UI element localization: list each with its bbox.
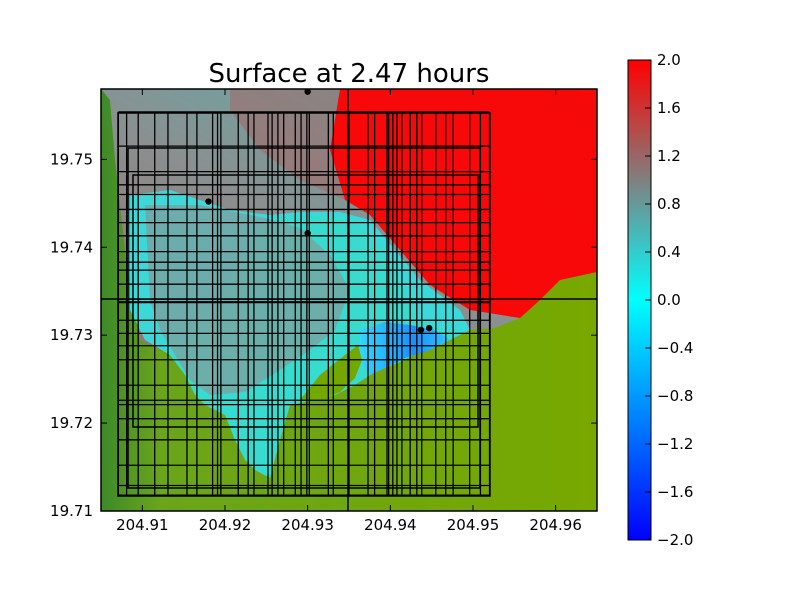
colorbar-tick-label-2: −1.2 [657,435,693,453]
chart-title: Surface at 2.47 hours [209,59,490,89]
colorbar-tick-label-9: 1.6 [657,99,681,117]
colorbar-tick-label-6: 0.4 [657,243,681,261]
plot-frame [100,88,598,512]
gauge-point-4 [417,326,425,334]
gauge-point-5 [425,324,433,332]
gauge-point-2 [205,198,212,205]
trough-region [360,322,450,375]
colorbar-tick-label-1: −1.6 [657,483,693,501]
inner-land-spit [300,345,362,400]
x-tick-label-1: 204.92 [199,516,252,534]
y-tick-label-2: 19.73 [50,326,93,344]
y-tick-label-4: 19.75 [50,150,93,168]
gauge-markers [205,88,433,334]
colorbar-tick-label-4: −0.4 [657,339,693,357]
y-axis: 19.71 19.72 19.73 19.74 19.75 [50,150,597,520]
y-tick-label-1: 19.72 [50,414,93,432]
x-axis: 204.91 204.92 204.93 204.94 204.95 204.96 [116,89,582,534]
colorbar-tick-label-8: 1.2 [657,147,681,165]
colorbar-tick-label-10: 2.0 [657,51,681,69]
patch-level-3-box [127,147,481,489]
x-tick-label-0: 204.91 [116,516,169,534]
colorbar-tick-label-5: 0.0 [657,291,681,309]
colorbar-axis: −2.0 −1.6 −1.2 −0.8 −0.4 0.0 0.4 0.8 1.2 1.6 2.0 [645,51,693,549]
x-tick-label-2: 204.93 [281,516,334,534]
colorbar-tick-label-3: −0.8 [657,387,693,405]
x-tick-label-5: 204.96 [529,516,582,534]
patch-level-2-box [117,112,491,497]
gauge-point-3 [304,229,311,237]
y-tick-label-3: 19.74 [50,238,93,256]
amr-patch-boxes [101,89,597,511]
patch-level-4-box [132,174,479,428]
colorbar-tick-label-7: 0.8 [657,195,681,213]
x-tick-label-3: 204.94 [364,516,417,534]
colorbar-tick-label-0: −2.0 [657,531,693,549]
x-tick-label-4: 204.95 [447,516,500,534]
y-tick-label-0: 19.71 [50,502,93,520]
